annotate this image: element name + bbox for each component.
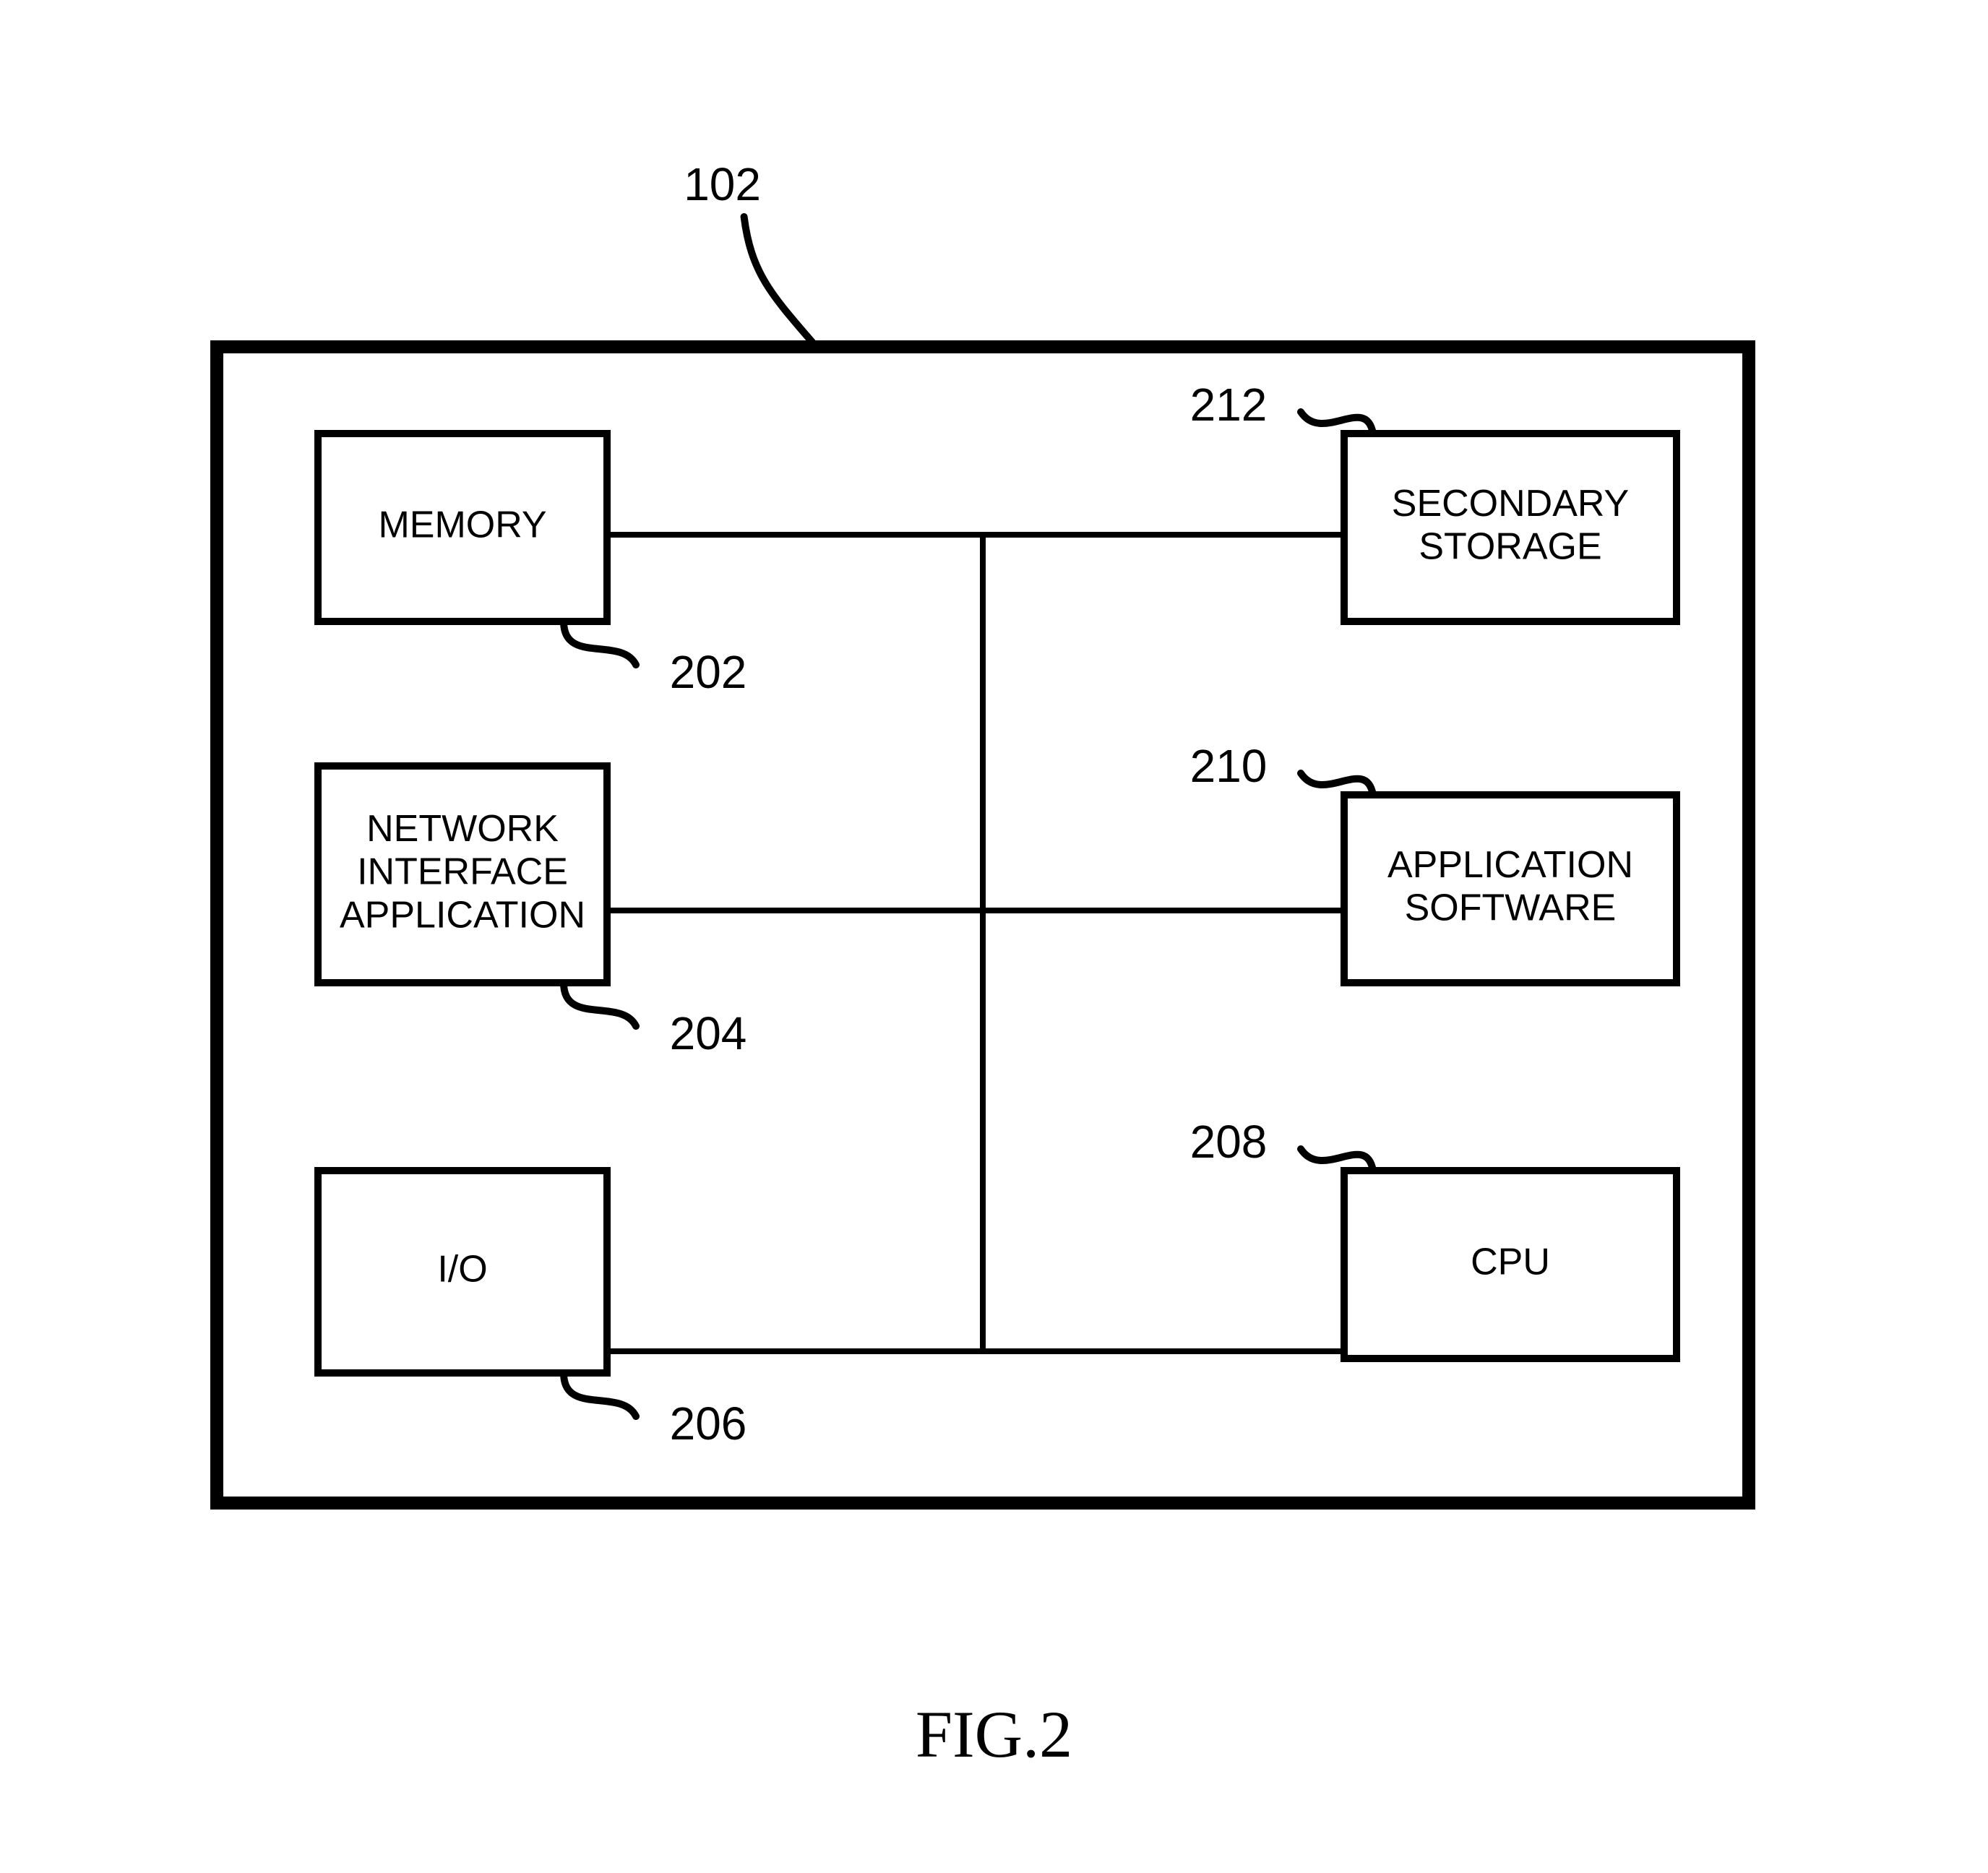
label-secstorage: STORAGE (1419, 526, 1601, 568)
ref-io: 206 (670, 1398, 747, 1450)
label-nia: APPLICATION (340, 895, 585, 936)
label-appsw: SOFTWARE (1405, 887, 1617, 929)
ref-nia: 204 (670, 1007, 747, 1059)
ref-outer: 102 (684, 158, 761, 210)
label-nia: NETWORK (366, 808, 559, 850)
label-cpu: CPU (1471, 1241, 1550, 1283)
label-io: I/O (437, 1249, 487, 1291)
ref-memory: 202 (670, 646, 747, 698)
ref-secstorage: 212 (1190, 379, 1268, 431)
label-nia: INTERFACE (357, 851, 568, 893)
leader-outer (744, 217, 817, 347)
figure-caption: FIG.2 (916, 1697, 1072, 1771)
diagram-canvas: MEMORY202NETWORKINTERFACEAPPLICATION204I… (0, 0, 1988, 1873)
label-secstorage: SECONDARY (1392, 483, 1629, 525)
ref-appsw: 210 (1190, 740, 1268, 792)
label-appsw: APPLICATION (1387, 844, 1633, 886)
ref-cpu: 208 (1190, 1116, 1268, 1168)
label-memory: MEMORY (378, 504, 546, 546)
